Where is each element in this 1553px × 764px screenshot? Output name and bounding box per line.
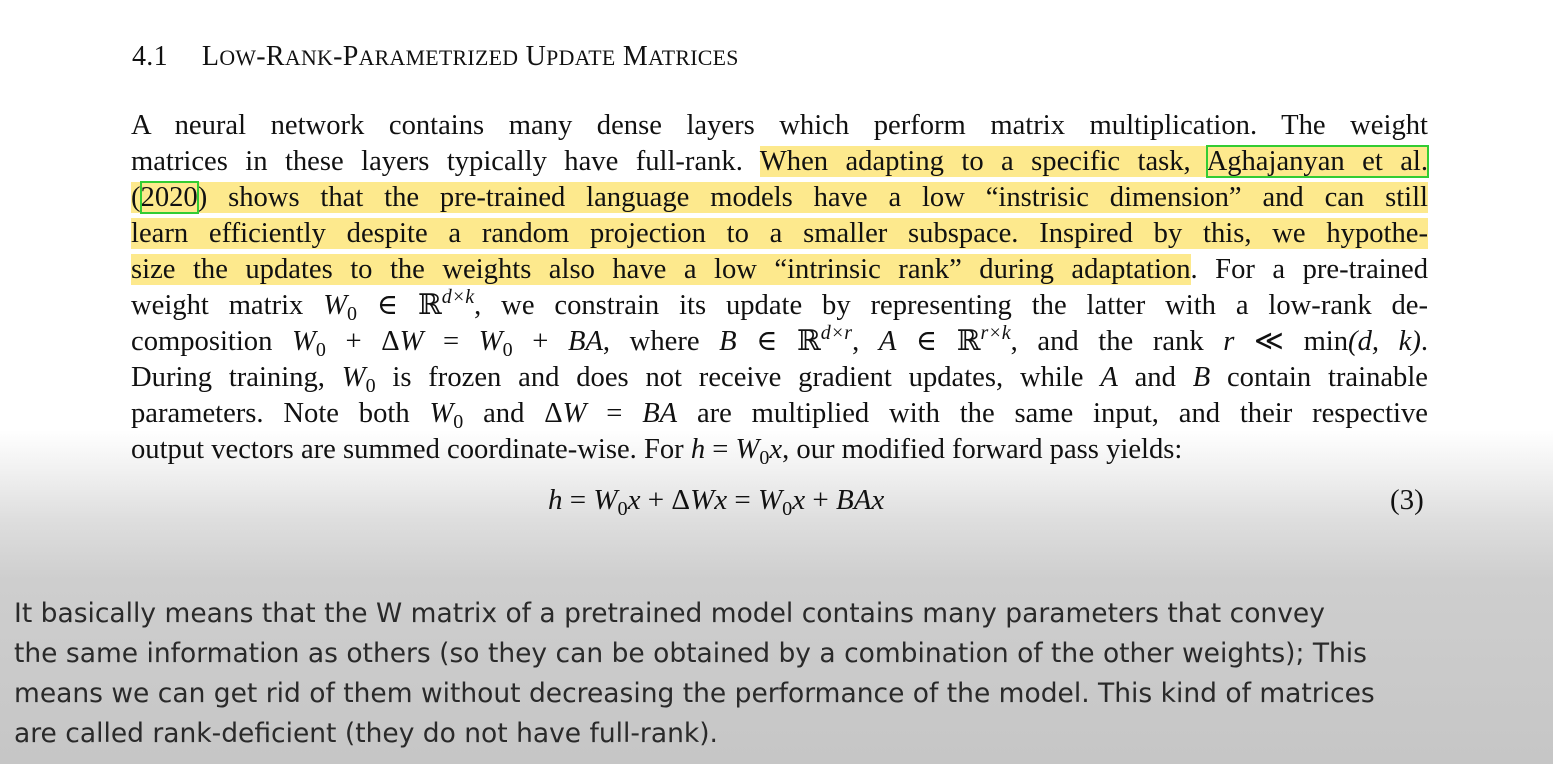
highlighted-text: learn efficiently despite a random proje… — [131, 218, 1428, 249]
paragraph-line-7: composition W0 + ΔW = W0 + BA, where B ∈… — [131, 322, 1428, 361]
paragraph-line-5: size the updates to the weights also hav… — [131, 254, 1428, 285]
paragraph-line-3: (2020) shows that the pre-trained langua… — [131, 181, 1428, 214]
display-equation: h = W0x + ΔWx = W0x + BAx — [548, 484, 885, 521]
highlighted-text: ) shows that the pre-trained language mo… — [197, 182, 1428, 213]
paragraph-line-1: A neural network contains many dense lay… — [131, 110, 1428, 141]
math-w0: W0 — [341, 362, 376, 397]
video-caption: It basically means that the W matrix of … — [14, 594, 1544, 754]
citation-link-year[interactable]: 2020 — [139, 181, 199, 214]
paragraph-line-9: parameters. Note both W0 and ΔW = BA are… — [131, 398, 1428, 433]
highlighted-text: When adapting to a specific task, — [759, 146, 1207, 177]
math-decomposition: W0 + ΔW = W0 + BA — [292, 326, 603, 361]
math-delta-w-eq-ba: ΔW = BA — [544, 398, 678, 429]
paragraph-line-2: matrices in these layers typically have … — [131, 145, 1430, 178]
caption-line: means we can get rid of them without dec… — [14, 678, 1375, 709]
section-title: LOW-RANK-PARAMETRIZED UPDATE MATRICES — [201, 41, 739, 72]
math-w0: W0 — [429, 398, 464, 433]
paragraph-line-4: learn efficiently despite a random proje… — [131, 216, 1428, 252]
paragraph-line-8: During training, W0 is frozen and does n… — [131, 362, 1428, 397]
caption-line: It basically means that the W matrix of … — [14, 598, 1325, 629]
paragraph-line-10: output vectors are summed coordinate-wis… — [131, 434, 1183, 469]
math-rank-constraint: r ≪ min(d, k) — [1223, 326, 1421, 357]
caption-line: are called rank-deficient (they do not h… — [14, 718, 718, 749]
caption-line: the same information as others (so they … — [14, 638, 1367, 669]
section-heading: 4.1 LOW-RANK-PARAMETRIZED UPDATE MATRICES — [132, 41, 739, 73]
math-w0-in-rdk: W0 ∈ ℝd×k — [323, 286, 475, 325]
math-h-eq-w0x: h = W0x — [690, 434, 783, 469]
section-number: 4.1 — [132, 41, 168, 72]
paragraph-line-6: weight matrix W0 ∈ ℝd×k, we constrain it… — [131, 286, 1429, 325]
equation-number: (3) — [1390, 484, 1424, 516]
highlighted-text: size the updates to the weights also hav… — [131, 254, 1191, 285]
citation-link-author[interactable]: Aghajanyan et al. — [1205, 145, 1430, 178]
math-b-a-spaces: B ∈ ℝd×r, A ∈ ℝr×k — [719, 322, 1011, 357]
